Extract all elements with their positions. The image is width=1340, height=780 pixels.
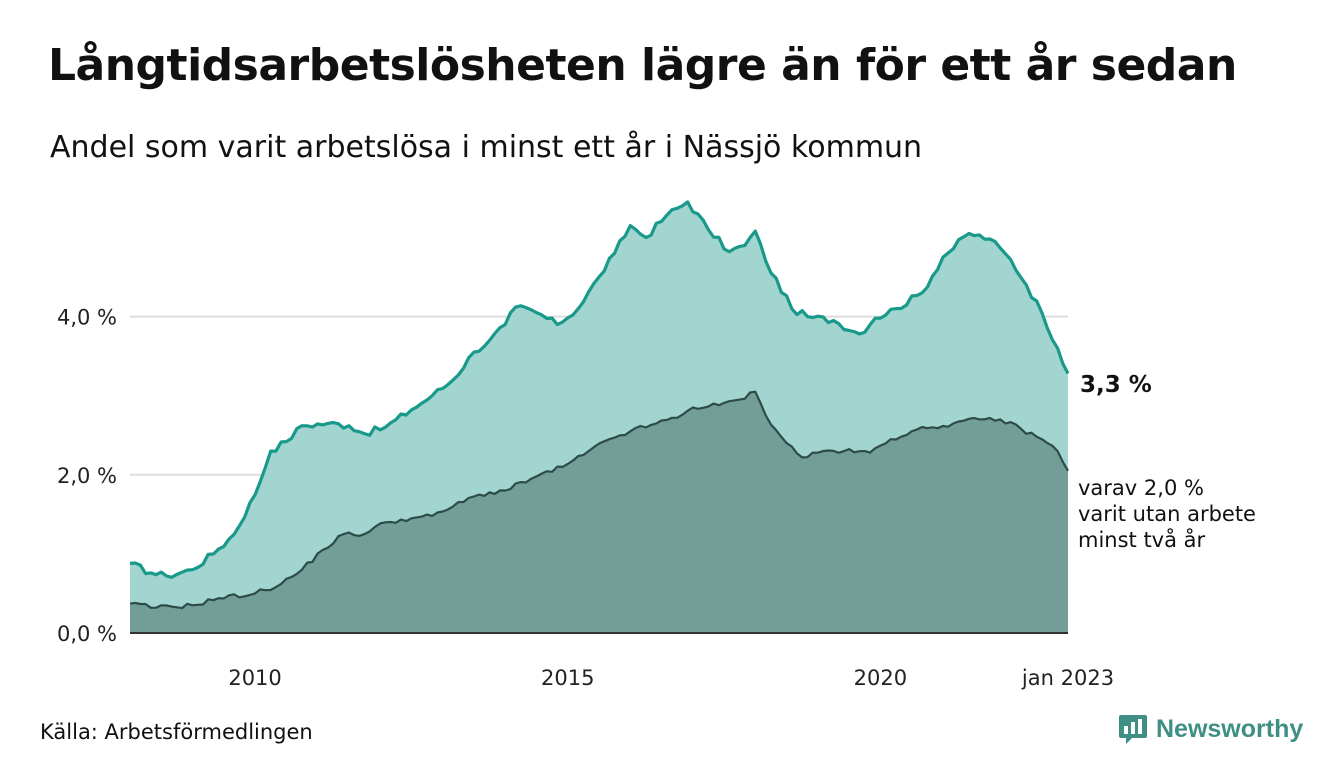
brand-logo: Newsworthy <box>1118 713 1303 745</box>
newsworthy-logo-icon <box>1119 715 1147 744</box>
y-tick-label-0: 0,0 % <box>57 622 117 646</box>
x-tick-label-2020: 2020 <box>854 666 907 690</box>
y-tick-label-4: 4,0 % <box>57 306 117 330</box>
chart-subtitle: Andel som varit arbetslösa i minst ett å… <box>50 130 923 165</box>
y-tick-labels: 0,0 % 2,0 % 4,0 % <box>57 306 117 646</box>
inner-end-label-line-3: minst två år <box>1078 527 1206 552</box>
x-tick-label-jan-2023: jan 2023 <box>1021 666 1114 690</box>
source-note: Källa: Arbetsförmedlingen <box>40 720 313 744</box>
chart-title: Långtidsarbetslösheten lägre än för ett … <box>48 40 1237 91</box>
inner-end-label-line-2: varit utan arbete <box>1078 502 1256 526</box>
inner-end-label-line-1: varav 2,0 % <box>1078 476 1204 500</box>
y-tick-label-2: 2,0 % <box>57 464 117 488</box>
brand-name: Newsworthy <box>1156 714 1304 743</box>
inner-line <box>129 390 1069 610</box>
x-tick-labels: 2010 2015 2020 jan 2023 <box>228 666 1114 690</box>
x-tick-label-2015: 2015 <box>541 666 594 690</box>
outer-line <box>129 200 1070 579</box>
x-tick-label-2010: 2010 <box>228 666 281 690</box>
outer-end-label: 3,3 % <box>1080 372 1152 398</box>
